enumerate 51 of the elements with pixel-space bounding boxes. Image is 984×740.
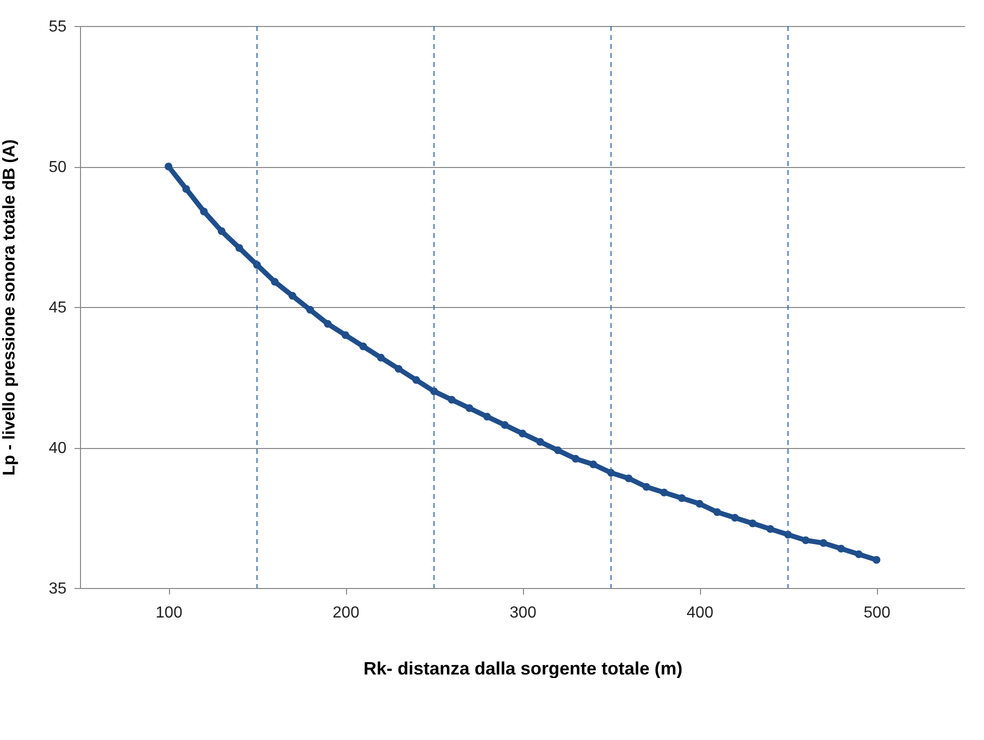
point [483, 412, 491, 420]
point [731, 514, 739, 522]
y-axis-title: Lp - livello pressione sonora totale dB (A) [0, 139, 19, 476]
x-axis-title: Rk- distanza dalla sorgente totale (m) [363, 658, 683, 678]
y-tick-label: 40 [48, 440, 67, 457]
point [624, 474, 633, 482]
point [820, 539, 828, 547]
x-tick-label: 300 [510, 604, 536, 622]
point [200, 208, 208, 216]
x-tick-label: 200 [332, 604, 360, 622]
point [872, 556, 880, 564]
point [748, 520, 756, 528]
point [802, 536, 810, 544]
point [466, 404, 474, 412]
point [394, 364, 402, 373]
point [270, 278, 279, 286]
point [342, 331, 350, 339]
point [306, 306, 314, 314]
point [696, 500, 704, 508]
x-tick-label: 400 [686, 604, 714, 622]
point [377, 354, 385, 362]
point [837, 544, 845, 553]
point [713, 508, 722, 516]
point [164, 162, 172, 170]
point [500, 421, 509, 429]
y-tick-label: 50 [48, 159, 67, 176]
y-tick-label: 35 [48, 580, 67, 598]
x-tick-label: 100 [156, 604, 182, 622]
point [642, 482, 650, 491]
point [182, 185, 190, 193]
point [607, 468, 615, 477]
point [572, 454, 580, 463]
point [678, 494, 686, 502]
point [660, 488, 668, 496]
point [589, 460, 598, 468]
point [854, 550, 863, 558]
point [766, 525, 774, 533]
point [554, 446, 562, 454]
x-tick-label: 500 [864, 604, 890, 622]
point [412, 376, 420, 384]
point [218, 227, 226, 235]
y-tick-label: 45 [48, 300, 67, 316]
point [324, 320, 332, 328]
y-tick-label: 55 [48, 18, 67, 36]
point [235, 244, 244, 252]
point [518, 430, 526, 438]
point [288, 292, 296, 300]
point [536, 438, 544, 446]
point [359, 342, 368, 350]
point [448, 396, 456, 404]
point [430, 387, 438, 396]
